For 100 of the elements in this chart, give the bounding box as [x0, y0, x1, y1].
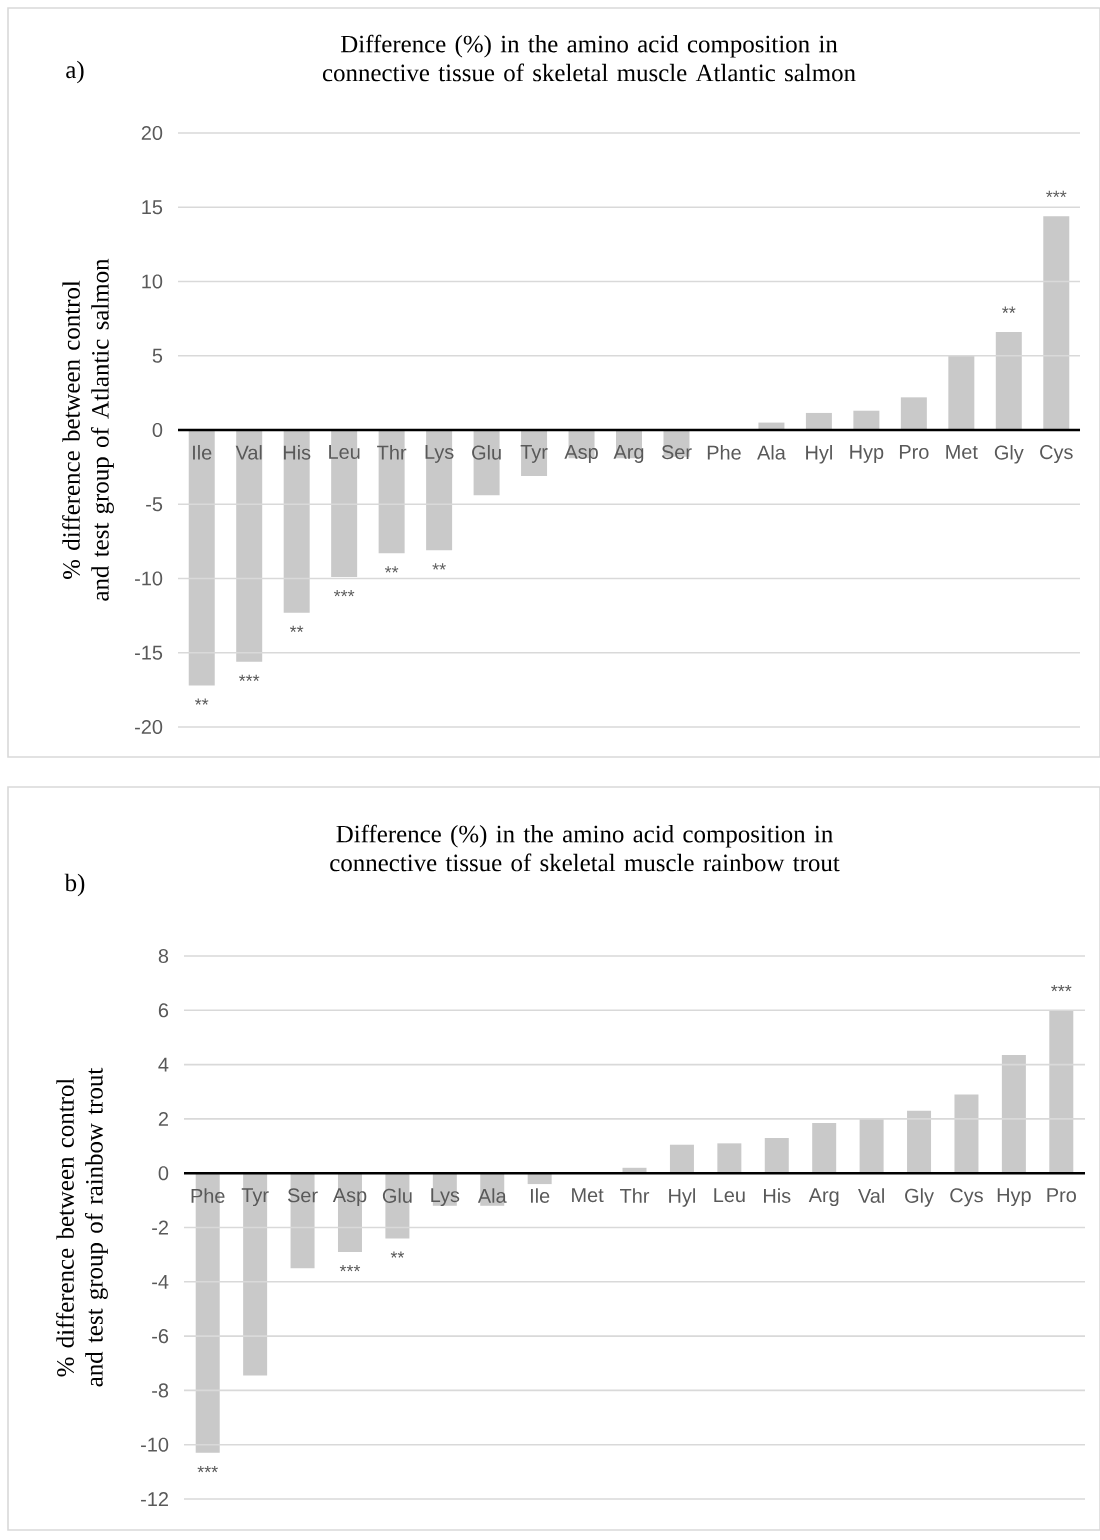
x-tick-label: Arg [613, 445, 644, 463]
bar [954, 1094, 979, 1174]
x-tick-label: Ala [477, 1188, 507, 1203]
x-tick-label: Thr [377, 445, 407, 460]
text: a) [66, 60, 84, 84]
x-tick-label: Gly [994, 445, 1024, 464]
x-tick-label: Ser [287, 1188, 318, 1203]
bar [527, 1173, 552, 1185]
x-tick-label: Leu [714, 1188, 745, 1203]
bar [853, 410, 880, 431]
x-tick-label: His [283, 445, 311, 460]
x-tick-label: Ser [661, 445, 692, 460]
annotation: ** [195, 698, 209, 705]
y-tick-label: 2 [158, 1111, 168, 1126]
x-tick-label: Hyl [669, 1188, 695, 1207]
annotation: *** [339, 1264, 361, 1272]
x-tick-label: Phe [191, 1188, 225, 1203]
x-tick-label: Thr [620, 1188, 650, 1203]
y-tick-label: -10 [135, 571, 163, 586]
bar [426, 430, 453, 551]
bar [378, 430, 405, 554]
y-tick-label: 4 [158, 1057, 169, 1072]
annotation: *** [333, 590, 355, 597]
bar [669, 1144, 694, 1174]
bar [473, 430, 500, 496]
annotation: ** [432, 563, 446, 570]
y-tick-label: -6 [152, 1329, 169, 1344]
y-tick-label: 6 [158, 1003, 169, 1018]
bar [948, 355, 975, 431]
y-tick-label: -10 [141, 1437, 169, 1452]
y-tick-label: 8 [158, 948, 169, 964]
x-tick-label: Pro [1047, 1188, 1076, 1203]
annotation: ** [384, 566, 399, 573]
bar [243, 1173, 268, 1376]
x-tick-label: Val [235, 445, 262, 460]
bar [188, 430, 215, 686]
y-tick-label: -2 [152, 1220, 168, 1235]
annotation: *** [197, 1465, 218, 1473]
x-tick-label: His [764, 1188, 791, 1203]
x-tick-label: Tyr [241, 1188, 269, 1207]
x-tick-label: Ile [530, 1188, 550, 1203]
x-tick-label: Met [946, 445, 978, 459]
chart-title: Difference (%) in the amino acid composition in connective tissue of skeletal muscle rainbow trout [330, 824, 840, 872]
bar [717, 1143, 742, 1174]
y-tick-label: -15 [135, 645, 163, 660]
bar [331, 430, 358, 578]
bar [1043, 216, 1070, 431]
y-axis-title: % difference between control and test group of Atlantic salmon [62, 258, 114, 601]
x-tick-label: Ala [757, 445, 786, 460]
x-tick-label: Hyl [806, 445, 832, 464]
bar [805, 412, 832, 431]
x-tick-label: Hyp [997, 1188, 1031, 1207]
x-tick-label: Hyp [850, 445, 884, 463]
annotation: ** [1002, 306, 1016, 313]
bar [385, 1173, 410, 1239]
x-tick-label: Asp [332, 1188, 367, 1207]
bar [283, 430, 310, 613]
bar [907, 1110, 932, 1174]
bar [900, 397, 927, 431]
annotation: *** [1046, 190, 1067, 198]
y-tick-label: 5 [152, 348, 163, 363]
annotation: ** [390, 1251, 405, 1258]
annotation: *** [239, 674, 260, 682]
x-tick-label: Lys [431, 1188, 460, 1207]
bar [1049, 1010, 1074, 1174]
bar [764, 1137, 789, 1174]
y-tick-label: 0 [152, 422, 163, 438]
y-tick-label: -4 [152, 1274, 169, 1289]
y-tick-label: 10 [142, 274, 163, 289]
y-tick-label: 15 [142, 200, 163, 215]
y-tick-label: -20 [135, 719, 163, 735]
x-tick-label: Cys [1040, 445, 1073, 464]
x-tick-label: Phe [707, 445, 741, 460]
x-tick-label: Cys [950, 1188, 983, 1207]
bar [812, 1122, 837, 1174]
x-tick-label: Val [858, 1188, 884, 1203]
y-tick-label: -12 [141, 1492, 168, 1506]
bar [995, 332, 1022, 431]
x-tick-label: Tyr [520, 445, 548, 463]
y-tick-label: -8 [152, 1383, 169, 1398]
x-tick-label: Ile [193, 445, 212, 460]
chart-title: Difference (%) in the amino acid composition in connective tissue of skeletal muscle Atlantic salmon [322, 34, 856, 82]
y-tick-label: 0 [158, 1166, 169, 1181]
x-tick-label: Arg [808, 1188, 839, 1207]
annotation: ** [289, 625, 304, 633]
bar [236, 430, 263, 662]
annotation: *** [1051, 984, 1072, 992]
x-tick-label: Glu [472, 445, 501, 460]
x-tick-label: Met [572, 1188, 604, 1203]
x-tick-label: Lys [425, 445, 454, 463]
x-tick-label: Pro [899, 445, 929, 459]
text: b) [64, 873, 85, 897]
y-tick-label: -5 [146, 497, 163, 512]
y-tick-label: 20 [141, 125, 163, 141]
y-axis-title: % difference between control and test group of rainbow trout [56, 1067, 108, 1387]
x-tick-label: Gly [905, 1188, 934, 1207]
bar [1001, 1055, 1026, 1174]
bar [859, 1118, 884, 1174]
x-tick-label: Glu [382, 1188, 412, 1203]
x-tick-label: Asp [564, 445, 598, 463]
